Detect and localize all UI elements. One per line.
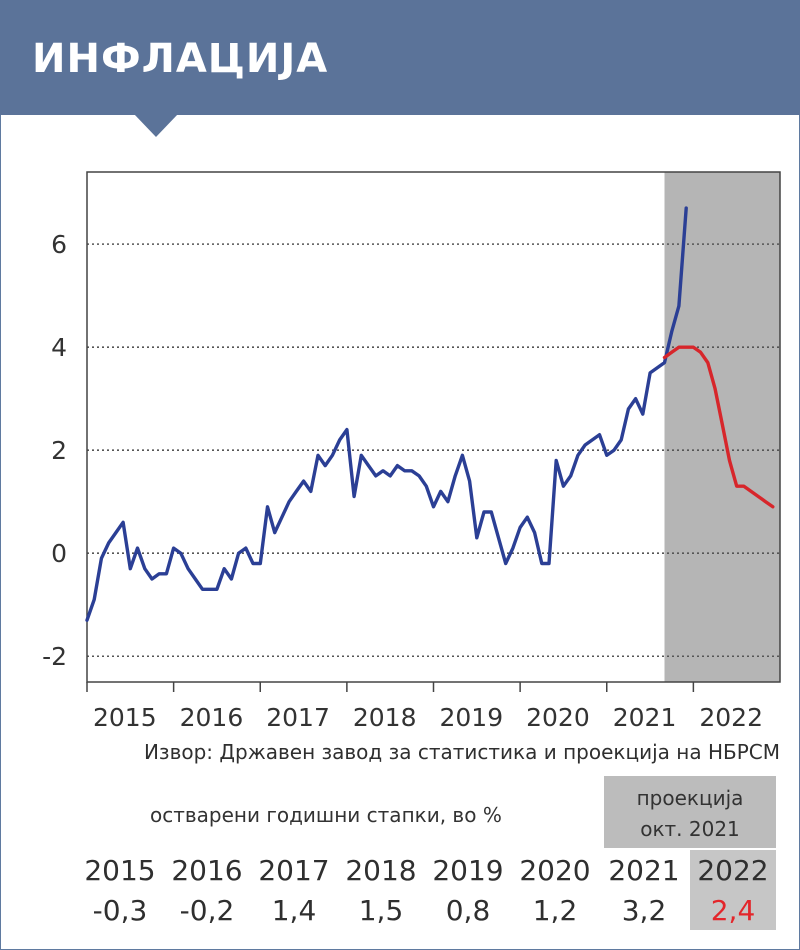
y-tick-label: 4 xyxy=(51,333,67,362)
inflation-chart: -2 0 2 4 6 2015 2016 2017 2018 2019 2020 2021 2022 xyxy=(42,171,781,732)
title-banner: ИНФЛАЦИЈА xyxy=(0,0,800,115)
x-tick-label: 2016 xyxy=(180,703,244,732)
source-note: Извор: Државен завод за статистика и про… xyxy=(143,740,780,764)
x-tick-label: 2015 xyxy=(93,703,157,732)
table-year: 2018 xyxy=(345,854,417,887)
table-value: 0,8 xyxy=(445,894,491,927)
x-tick-label: 2018 xyxy=(353,703,417,732)
realized-rates-label: остварени годишни стапки, во % xyxy=(150,803,502,827)
x-tick-label: 2019 xyxy=(440,703,504,732)
table-year: 2017 xyxy=(258,854,330,887)
table-value: 1,5 xyxy=(358,894,404,927)
x-tick-label: 2021 xyxy=(613,703,677,732)
banner-pointer xyxy=(134,114,178,137)
table-year: 2021 xyxy=(608,854,680,887)
projection-label-box xyxy=(604,776,776,848)
actual-series-line xyxy=(85,206,688,622)
table-value: -0,2 xyxy=(179,894,235,927)
projection-series-line xyxy=(662,345,775,509)
table-value: 1,4 xyxy=(271,894,317,927)
x-tick-label: 2022 xyxy=(699,703,763,732)
y-tick-label: -2 xyxy=(42,642,67,671)
projection-date-label: окт. 2021 xyxy=(640,817,740,841)
x-tick-label: 2020 xyxy=(526,703,590,732)
table-year: 2015 xyxy=(84,854,156,887)
projection-cell-highlight xyxy=(690,850,776,930)
table-value: 3,2 xyxy=(621,894,667,927)
y-tick-label: 0 xyxy=(51,539,67,568)
table-value: 1,2 xyxy=(532,894,578,927)
y-tick-label: 6 xyxy=(51,230,67,259)
table-value-projection: 2,4 xyxy=(710,894,756,927)
x-tick-label: 2017 xyxy=(266,703,330,732)
projection-label: проекција xyxy=(636,786,744,810)
table-year: 2020 xyxy=(519,854,591,887)
y-tick-label: 2 xyxy=(51,436,67,465)
page-title: ИНФЛАЦИЈА xyxy=(32,36,329,82)
table-year: 2022 xyxy=(697,854,769,887)
table-year: 2019 xyxy=(432,854,504,887)
table-year: 2016 xyxy=(171,854,243,887)
table-value: -0,3 xyxy=(92,894,148,927)
